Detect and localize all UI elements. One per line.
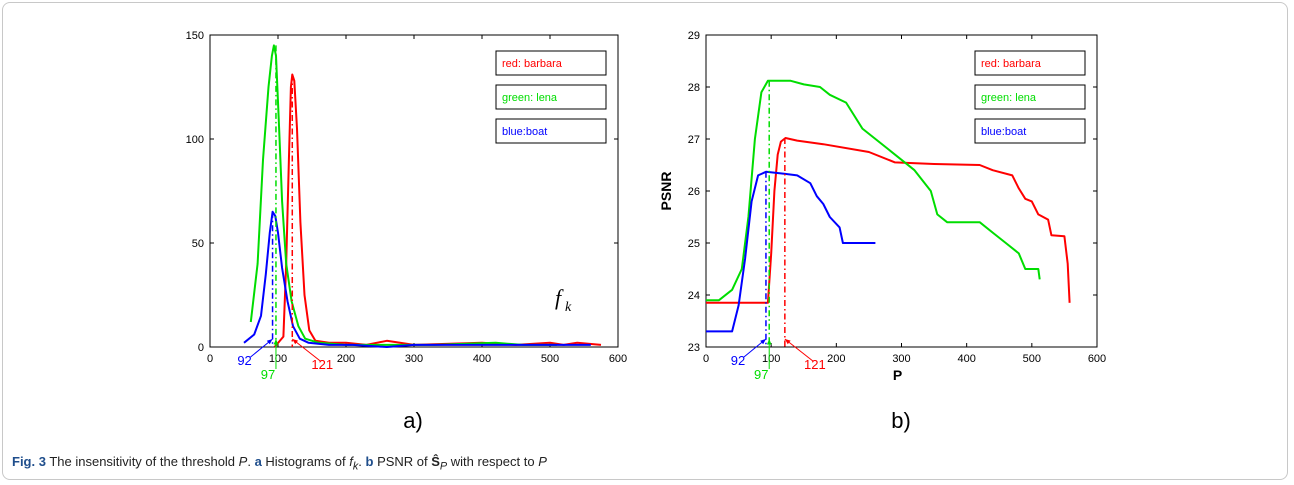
panel-a-legend-entry: red: barbara (502, 58, 563, 70)
panel-a-threshold-label-blue: 92 (237, 353, 251, 368)
panel-b-plot-area (705, 34, 1098, 348)
panel-b-legend-box (974, 50, 1086, 76)
panel-b-x-tick-label: 300 (892, 353, 910, 365)
panel-b-arrowhead-red (784, 339, 791, 345)
panel-b-x-tick-label: 100 (762, 353, 780, 365)
panel-a-legend-box (495, 118, 607, 144)
panel-a-legend-entry: green: lena (502, 92, 558, 104)
panel-a-arrow-red (291, 338, 321, 362)
panel-a-arrowhead-green (273, 339, 279, 345)
panel-a-x-tick-label: 400 (473, 353, 491, 365)
panel-b-y-axis-label: PSNR (658, 172, 674, 211)
panel-b-x-tick-label: 500 (1023, 353, 1041, 365)
panel-b-legend-box (974, 118, 1086, 144)
panel-a-arrowhead-red (292, 339, 299, 345)
caption-sub-a: a (254, 454, 262, 469)
panel-a-y-tick-label: 0 (198, 342, 204, 354)
panel-b-x-tick-label: 200 (827, 353, 845, 365)
panel-a-series-line-blue (243, 210, 591, 348)
panel-a-x-tick-label: 600 (609, 353, 627, 365)
panel-b-y-tick-label: 27 (688, 134, 700, 146)
panel-b-x-tick-label: 600 (1088, 353, 1106, 365)
panel-b-series-line-red (706, 137, 1071, 304)
caption-text: . (358, 454, 366, 469)
panel-b-series-line-green (706, 79, 1041, 302)
panel-a-threshold-label-red: 121 (311, 357, 333, 372)
panel-a-y-tick-label: 50 (192, 238, 204, 250)
panel-b-arrowhead-green (766, 339, 772, 345)
caption-var-p: P (238, 454, 248, 469)
panel-b-y-tick-label: 26 (688, 186, 700, 198)
caption-text: with respect to (447, 454, 539, 469)
panel-b-threshold-label-green: 97 (754, 367, 768, 382)
figure-frame (2, 2, 1288, 480)
caption-var-p: P (538, 454, 547, 469)
caption-text: The insensitivity of the threshold (45, 454, 239, 469)
panel-b-y-tick-label: 28 (688, 82, 700, 94)
panel-a-legend-box (495, 50, 607, 76)
panel-a-curve-label-sub: k (565, 300, 572, 315)
panel-b-threshold-label-red: 121 (804, 357, 826, 372)
caption-fig-label: Fig. 3 (12, 454, 46, 469)
panel-a-y-tick-label: 150 (186, 30, 204, 42)
panel-b-y-tick-label: 25 (688, 238, 700, 250)
panel-a-arrowhead-blue (266, 339, 273, 345)
panel-a-x-tick-label: 300 (405, 353, 423, 365)
panel-b-threshold-label-blue: 92 (731, 353, 745, 368)
caption-var-k: k (352, 460, 359, 473)
panel-b-legend-entry: green: lena (981, 92, 1037, 104)
panel-a-x-tick-label: 0 (207, 353, 213, 365)
figure-caption: Fig. 3 The insensitivity of the threshol… (12, 454, 1282, 473)
panel-b-arrow-red (784, 338, 814, 362)
panel-b-y-tick-label: 24 (688, 290, 700, 302)
panel-a-x-tick-label: 100 (269, 353, 287, 365)
panel-a-x-tick-label: 200 (337, 353, 355, 365)
panel-a-legend-entry: blue:boat (502, 126, 547, 138)
panel-a-legend-box (495, 84, 607, 110)
caption-text: . (247, 454, 255, 469)
panel-b-legend-entry: red: barbara (981, 58, 1042, 70)
panel-b-legend-entry: blue:boat (981, 126, 1026, 138)
panel-b-x-tick-label: 400 (957, 353, 975, 365)
panel-b-x-axis-label: P (893, 367, 902, 383)
caption-text: Histograms of (261, 454, 350, 469)
panel-a-y-tick-label: 100 (186, 134, 204, 146)
caption-var-s-sub: P (439, 460, 448, 473)
panel-b-y-tick-label: 29 (688, 30, 700, 42)
caption-var-s: Ŝ (431, 454, 440, 469)
panel-a-threshold-label-green: 97 (261, 367, 275, 382)
panel-a-label: a) (403, 408, 423, 433)
caption-sub-b: b (365, 454, 374, 469)
panel-b-label: b) (891, 408, 911, 433)
panel-b-legend-box (974, 84, 1086, 110)
panel-b-arrowhead-blue (760, 339, 766, 345)
panel-b-series-line-blue (706, 170, 876, 333)
panel-b-x-tick-label: 0 (703, 353, 709, 365)
panel-b-y-tick-label: 23 (688, 342, 700, 354)
caption-text: PSNR of (373, 454, 432, 469)
panel-a-curve-label: f (555, 285, 564, 310)
panel-a-x-tick-label: 500 (541, 353, 559, 365)
caption-var-f: f (349, 454, 353, 469)
